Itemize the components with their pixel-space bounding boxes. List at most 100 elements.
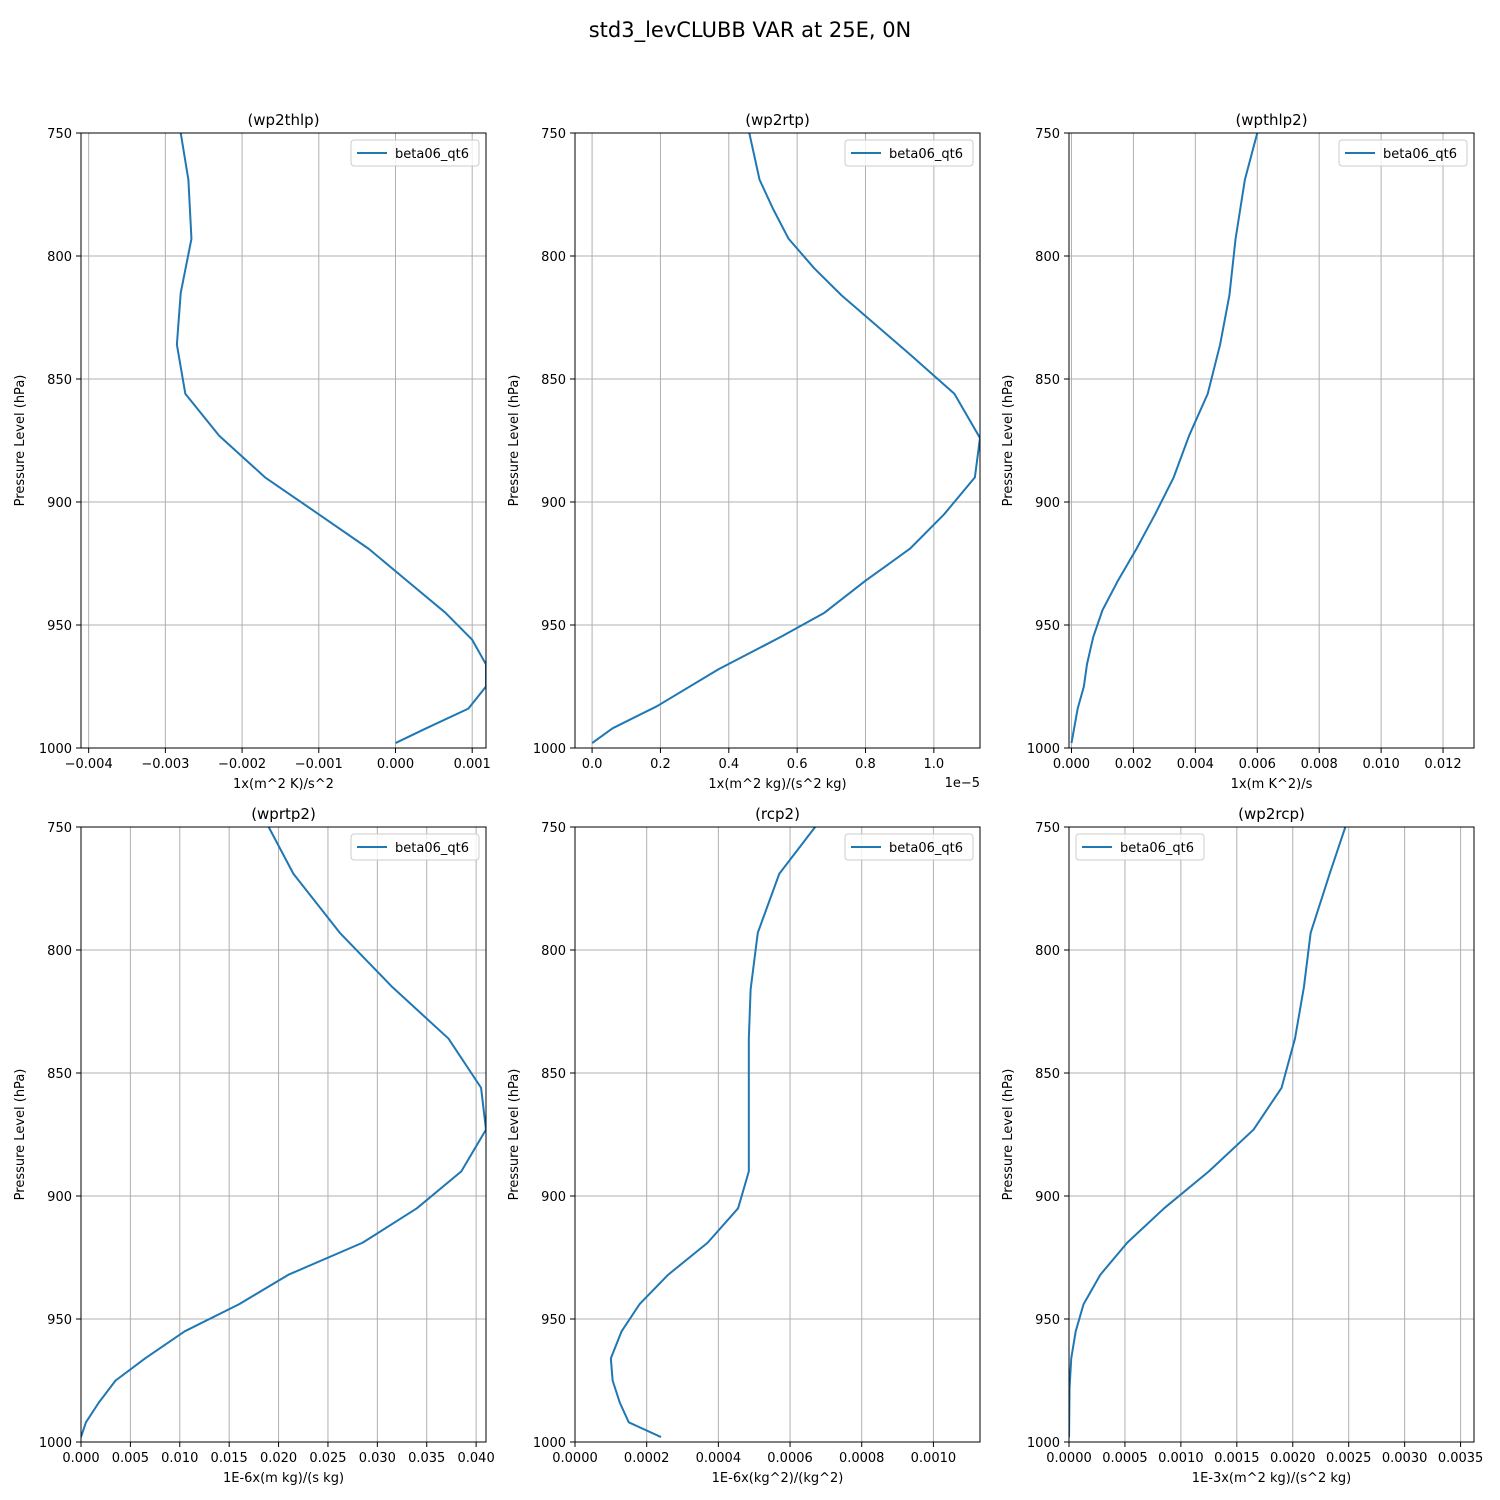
x-tick-label: 0.035 bbox=[408, 1451, 445, 1466]
plot-frame bbox=[1068, 132, 1475, 749]
y-tick-label: 750 bbox=[47, 127, 72, 142]
panel-title: (wp2rcp) bbox=[1238, 805, 1305, 823]
x-axis-label: 1x(m^2 kg)/(s^2 kg) bbox=[708, 777, 846, 792]
x-tick-label: −0.001 bbox=[295, 757, 343, 772]
x-tick-label: 0.0000 bbox=[552, 1451, 598, 1466]
y-tick-label: 800 bbox=[1035, 250, 1060, 265]
x-tick-label: −0.003 bbox=[141, 757, 189, 772]
y-axis-label: Pressure Level (hPa) bbox=[1001, 1069, 1016, 1201]
legend-box bbox=[844, 139, 974, 167]
x-tick-label: 0.004 bbox=[1177, 757, 1214, 772]
x-tick-label: 0.8 bbox=[855, 757, 876, 772]
legend: beta06_qt6 bbox=[350, 833, 480, 861]
x-tick-label: 0.020 bbox=[260, 1451, 297, 1466]
y-tick-label: 800 bbox=[1035, 944, 1060, 959]
y-tick-label: 750 bbox=[47, 821, 72, 836]
y-tick-label: 1000 bbox=[39, 1436, 72, 1451]
y-tick-label: 900 bbox=[1035, 496, 1060, 511]
y-tick-label: 950 bbox=[541, 619, 566, 634]
plot-frame bbox=[574, 826, 981, 1443]
x-axis-label: 1E-6x(m kg)/(s kg) bbox=[223, 1471, 344, 1486]
legend-label: beta06_qt6 bbox=[889, 841, 963, 856]
legend-box bbox=[350, 139, 480, 167]
x-tick-label: 0.000 bbox=[1053, 757, 1090, 772]
series-line-1 bbox=[1069, 827, 1347, 1438]
x-tick-label: 0.025 bbox=[309, 1451, 346, 1466]
y-tick-label: 750 bbox=[541, 127, 566, 142]
x-tick-label: 0.000 bbox=[377, 757, 414, 772]
y-tick-label: 850 bbox=[1035, 373, 1060, 388]
legend: beta06_qt6 bbox=[1338, 139, 1468, 167]
legend-label: beta06_qt6 bbox=[395, 841, 469, 856]
x-tick-label: 0.6 bbox=[787, 757, 808, 772]
plot-frame bbox=[80, 132, 487, 749]
y-tick-label: 1000 bbox=[533, 1436, 566, 1451]
x-tick-label: 0.0030 bbox=[1382, 1451, 1428, 1466]
plot-frame bbox=[1068, 826, 1475, 1443]
y-tick-label: 850 bbox=[1035, 1067, 1060, 1082]
y-axis-label: Pressure Level (hPa) bbox=[507, 1069, 522, 1201]
y-tick-label: 1000 bbox=[533, 742, 566, 757]
x-axis-label: 1x(m^2 K)/s^2 bbox=[233, 777, 334, 792]
x-axis-label: 1E-6x(kg^2)/(kg^2) bbox=[712, 1471, 844, 1486]
x-tick-label: 0.0015 bbox=[1214, 1451, 1260, 1466]
legend: beta06_qt6 bbox=[844, 833, 974, 861]
y-tick-label: 750 bbox=[1035, 127, 1060, 142]
legend-label: beta06_qt6 bbox=[889, 147, 963, 162]
x-tick-label: −0.002 bbox=[218, 757, 266, 772]
y-tick-label: 800 bbox=[47, 944, 72, 959]
y-tick-label: 950 bbox=[1035, 1313, 1060, 1328]
y-axis-label: Pressure Level (hPa) bbox=[13, 1069, 28, 1201]
y-tick-label: 750 bbox=[541, 821, 566, 836]
panel-title: (wprtp2) bbox=[251, 805, 316, 823]
series-line-1 bbox=[175, 133, 486, 744]
panel-1: −0.004 −0.003 −0.002 −0.001 0.000 0.001 750 800… bbox=[13, 111, 491, 792]
panel-4: 0.000 0.005 0.010 0.015 0.020 0.025 0.030 0.035… bbox=[13, 805, 495, 1486]
figure-title: std3_levCLUBB VAR at 25E, 0N bbox=[589, 18, 912, 43]
x-tick-label: 0.015 bbox=[211, 1451, 248, 1466]
y-tick-label: 950 bbox=[47, 1313, 72, 1328]
y-axis-label: Pressure Level (hPa) bbox=[507, 375, 522, 507]
y-tick-label: 1000 bbox=[1027, 1436, 1060, 1451]
y-tick-label: 900 bbox=[47, 1190, 72, 1205]
y-tick-label: 1000 bbox=[1027, 742, 1060, 757]
x-offset-label: 1e−5 bbox=[945, 776, 980, 791]
x-tick-label: 0.0035 bbox=[1438, 1451, 1484, 1466]
y-tick-label: 900 bbox=[1035, 1190, 1060, 1205]
panel-3: 0.000 0.002 0.004 0.006 0.008 0.010 0.012 750 80… bbox=[1001, 111, 1475, 792]
plot-frame bbox=[80, 826, 487, 1443]
x-tick-label: 0.0 bbox=[582, 757, 603, 772]
x-tick-label: 0.0004 bbox=[696, 1451, 742, 1466]
x-tick-label: 0.0000 bbox=[1046, 1451, 1092, 1466]
x-tick-label: 0.0010 bbox=[911, 1451, 957, 1466]
x-tick-label: 0.0002 bbox=[624, 1451, 670, 1466]
legend: beta06_qt6 bbox=[1075, 833, 1205, 861]
y-tick-label: 850 bbox=[47, 1067, 72, 1082]
x-tick-label: 0.0010 bbox=[1158, 1451, 1204, 1466]
x-tick-label: 0.010 bbox=[1363, 757, 1400, 772]
legend-box bbox=[350, 833, 480, 861]
legend-label: beta06_qt6 bbox=[1120, 841, 1194, 856]
x-tick-label: 0.0005 bbox=[1102, 1451, 1148, 1466]
x-tick-label: 0.005 bbox=[112, 1451, 149, 1466]
y-tick-label: 800 bbox=[47, 250, 72, 265]
plot-frame bbox=[574, 132, 981, 749]
y-tick-label: 850 bbox=[47, 373, 72, 388]
series-line-1 bbox=[81, 827, 486, 1438]
x-tick-label: 0.0008 bbox=[839, 1451, 885, 1466]
panel-2: 0.0 0.2 0.4 0.6 0.8 1.0 750 800 850 900 950 1000 1e−… bbox=[507, 111, 981, 792]
panel-title: (wpthlp2) bbox=[1235, 111, 1307, 129]
series-line-1 bbox=[609, 827, 816, 1438]
x-tick-label: 0.0020 bbox=[1270, 1451, 1316, 1466]
x-tick-label: 0.012 bbox=[1424, 757, 1461, 772]
legend: beta06_qt6 bbox=[844, 139, 974, 167]
y-axis-label: Pressure Level (hPa) bbox=[1001, 375, 1016, 507]
legend-label: beta06_qt6 bbox=[1383, 147, 1457, 162]
y-tick-label: 800 bbox=[541, 250, 566, 265]
legend: beta06_qt6 bbox=[350, 139, 480, 167]
x-tick-label: 0.001 bbox=[454, 757, 491, 772]
x-tick-label: 0.010 bbox=[161, 1451, 198, 1466]
x-axis-label: 1E-3x(m^2 kg)/(s^2 kg) bbox=[1192, 1471, 1351, 1486]
series-line-1 bbox=[1070, 133, 1259, 744]
